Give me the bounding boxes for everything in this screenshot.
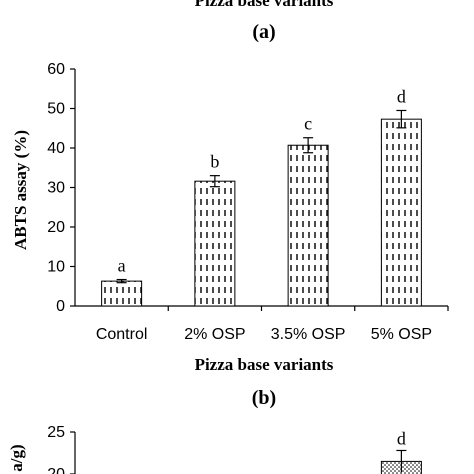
y-tick-label-a: 50 — [47, 101, 65, 118]
bar-pattern — [101, 281, 142, 306]
bar-pattern — [288, 145, 329, 306]
chart-a: 0 10 20 30 40 50 60 a b c d Control 2% OSP 3.5% OSP… — [11, 61, 449, 374]
significance-letter: a — [118, 256, 126, 276]
significance-letter: d — [397, 86, 406, 106]
x-tick-label-a: 3.5% OSP — [271, 326, 346, 343]
chart-b: 20 25 d a/g) — [7, 424, 422, 474]
significance-letter-b: d — [397, 428, 406, 448]
y-tick-label-a: 10 — [47, 259, 65, 276]
significance-letter: b — [210, 152, 219, 172]
y-axis-label-b-fragment: a/g) — [7, 444, 26, 471]
y-tick-label-a: 30 — [47, 180, 65, 197]
y-tick-label-a: 0 — [56, 298, 65, 315]
panel-label-a: (a) — [252, 21, 275, 43]
x-tick-label-a: Control — [96, 326, 148, 343]
top-partial-xlabel: Pizza base variants — [195, 0, 334, 10]
bar-pattern — [194, 181, 235, 306]
significance-letter: c — [304, 114, 312, 134]
y-tick-label-b: 25 — [47, 424, 65, 441]
bar-pattern — [381, 119, 422, 306]
y-tick-label-a: 60 — [47, 61, 65, 78]
panel-label-b: (b) — [252, 387, 276, 409]
y-tick-label-a: 40 — [47, 140, 65, 157]
y-tick-label-a: 20 — [47, 219, 65, 236]
y-tick-label-b: 20 — [47, 466, 65, 474]
x-tick-label-a: 5% OSP — [371, 326, 432, 343]
x-axis-label-a: Pizza base variants — [195, 355, 334, 374]
y-axis-label-a: ABTS assay (%) — [11, 130, 30, 250]
x-tick-label-a: 2% OSP — [184, 326, 245, 343]
